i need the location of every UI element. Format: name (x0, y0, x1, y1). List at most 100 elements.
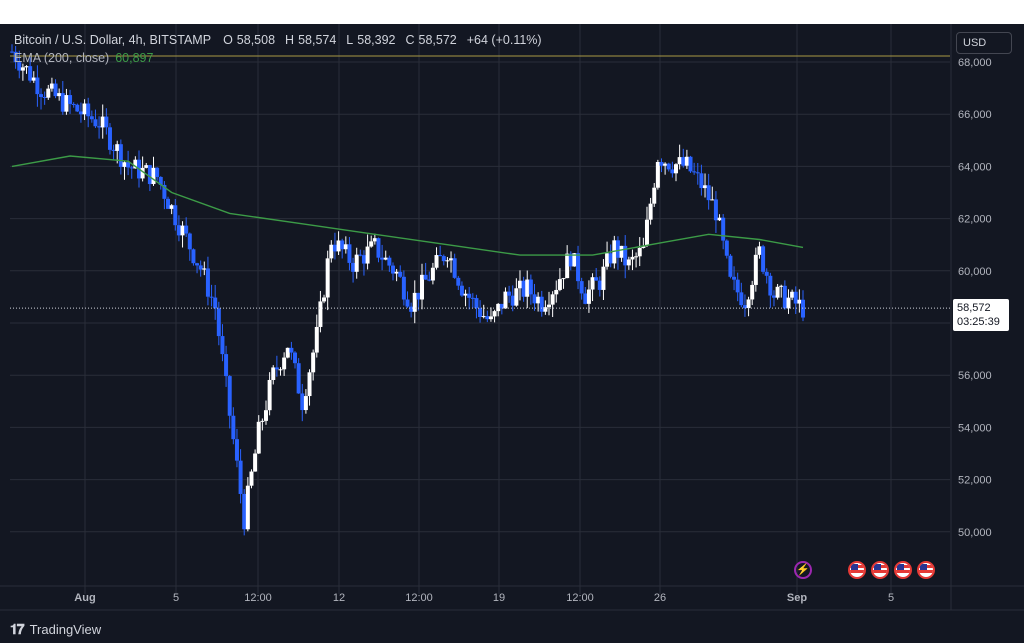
candle-body (710, 199, 715, 201)
candle-body (594, 277, 599, 281)
candle-body (17, 62, 22, 71)
candle-body (195, 263, 200, 266)
candle-body (496, 303, 501, 312)
candle-body (405, 299, 410, 307)
candle-body (97, 126, 102, 128)
candle-body (343, 244, 348, 250)
candle-body (648, 203, 653, 220)
us-flag-icon[interactable] (848, 561, 866, 579)
candle-body (507, 291, 512, 296)
candle-body (68, 95, 73, 104)
candle-body (100, 116, 105, 128)
price-chart[interactable]: 68,000 66,000 64,000 62,000 60,000 56,000 54,0… (0, 24, 1024, 643)
candle-body (184, 225, 189, 234)
candle-body (478, 308, 483, 317)
x-tick-label: 12:00 (405, 592, 433, 604)
candle-body (285, 347, 290, 358)
candle-body (20, 67, 25, 71)
candle-body (619, 245, 624, 258)
candle-body (517, 280, 522, 289)
candle-body (793, 291, 798, 304)
candle-body (536, 296, 541, 304)
candle-body (732, 276, 737, 280)
candle-body (57, 93, 62, 97)
candle-body (699, 173, 704, 189)
candle-body (470, 297, 475, 299)
y-tick-label: 56,000 (958, 370, 992, 382)
last-price-label: 58,572 03:25:39 (953, 299, 1009, 331)
candle-body (224, 354, 229, 377)
candle-body (499, 303, 504, 309)
candle-body (481, 316, 486, 318)
candle-body (129, 167, 134, 169)
candle-body (369, 241, 374, 247)
candle-body (372, 238, 377, 242)
candle-body (764, 271, 769, 276)
candle-body (42, 97, 47, 99)
candle-body (383, 257, 388, 260)
candle-body (209, 296, 214, 298)
candle-body (361, 255, 366, 264)
candle-body (739, 292, 744, 306)
candle-body (162, 184, 167, 199)
candle-body (717, 217, 722, 221)
candle-body (380, 257, 385, 260)
candle-body (234, 439, 239, 461)
us-flag-icon[interactable] (894, 561, 912, 579)
candle-body (49, 83, 54, 89)
candle-body (757, 246, 762, 255)
candle-body (637, 247, 642, 257)
candle-body (60, 93, 65, 112)
candle-body (39, 94, 44, 98)
candle-body (623, 245, 628, 266)
candle-body (728, 255, 733, 277)
candle-body (376, 238, 381, 258)
candle-body (797, 299, 802, 304)
candle-body (652, 187, 657, 204)
bar-countdown: 03:25:39 (957, 316, 1000, 328)
candle-body (721, 217, 726, 241)
candle-body (78, 111, 83, 115)
x-tick-label: 19 (493, 592, 505, 604)
bolt-icon[interactable]: ⚡ (794, 561, 812, 579)
high-label: H (285, 33, 295, 47)
y-tick-label: 52,000 (958, 475, 992, 487)
x-tick-label: 12:00 (244, 592, 272, 604)
candle-body (354, 254, 359, 272)
y-tick-label: 68,000 (958, 57, 992, 69)
indicator-legend[interactable]: EMA (200, close) 60,897 (14, 51, 153, 65)
candle-body (314, 326, 319, 353)
candle-body (695, 172, 700, 174)
currency-button[interactable]: USD (956, 32, 1012, 54)
chart-panel[interactable]: 68,000 66,000 64,000 62,000 60,000 56,000 54,0… (0, 24, 1024, 643)
us-flag-icon[interactable] (917, 561, 935, 579)
open-label: O (223, 33, 233, 47)
candle-body (467, 293, 472, 298)
candle-body (663, 163, 668, 166)
y-tick-label: 54,000 (958, 422, 992, 434)
candle-body (35, 77, 40, 95)
ema-line (11, 155, 804, 256)
candle-body (253, 453, 258, 472)
candle-body (753, 254, 758, 285)
low-label: L (346, 33, 354, 47)
tradingview-branding[interactable]: 𝟏𝟕 TradingView (10, 620, 101, 638)
x-tick-label: 12:00 (566, 592, 594, 604)
x-tick-label: Sep (787, 592, 807, 604)
candle-body (53, 83, 58, 97)
candle-body (528, 279, 533, 295)
candle-body (503, 291, 508, 309)
candle-body (89, 116, 94, 120)
candle-body (674, 164, 679, 174)
us-flag-icon[interactable] (871, 561, 889, 579)
candle-body (655, 162, 660, 188)
candle-body (742, 305, 747, 309)
candle-body (572, 253, 577, 267)
candle-body (605, 253, 610, 267)
candle-body (336, 240, 341, 252)
candle-body (775, 286, 780, 298)
candle-body (300, 393, 305, 411)
candle-body (670, 169, 675, 174)
ema-value: 60,897 (115, 51, 154, 65)
candle-body (525, 279, 530, 297)
